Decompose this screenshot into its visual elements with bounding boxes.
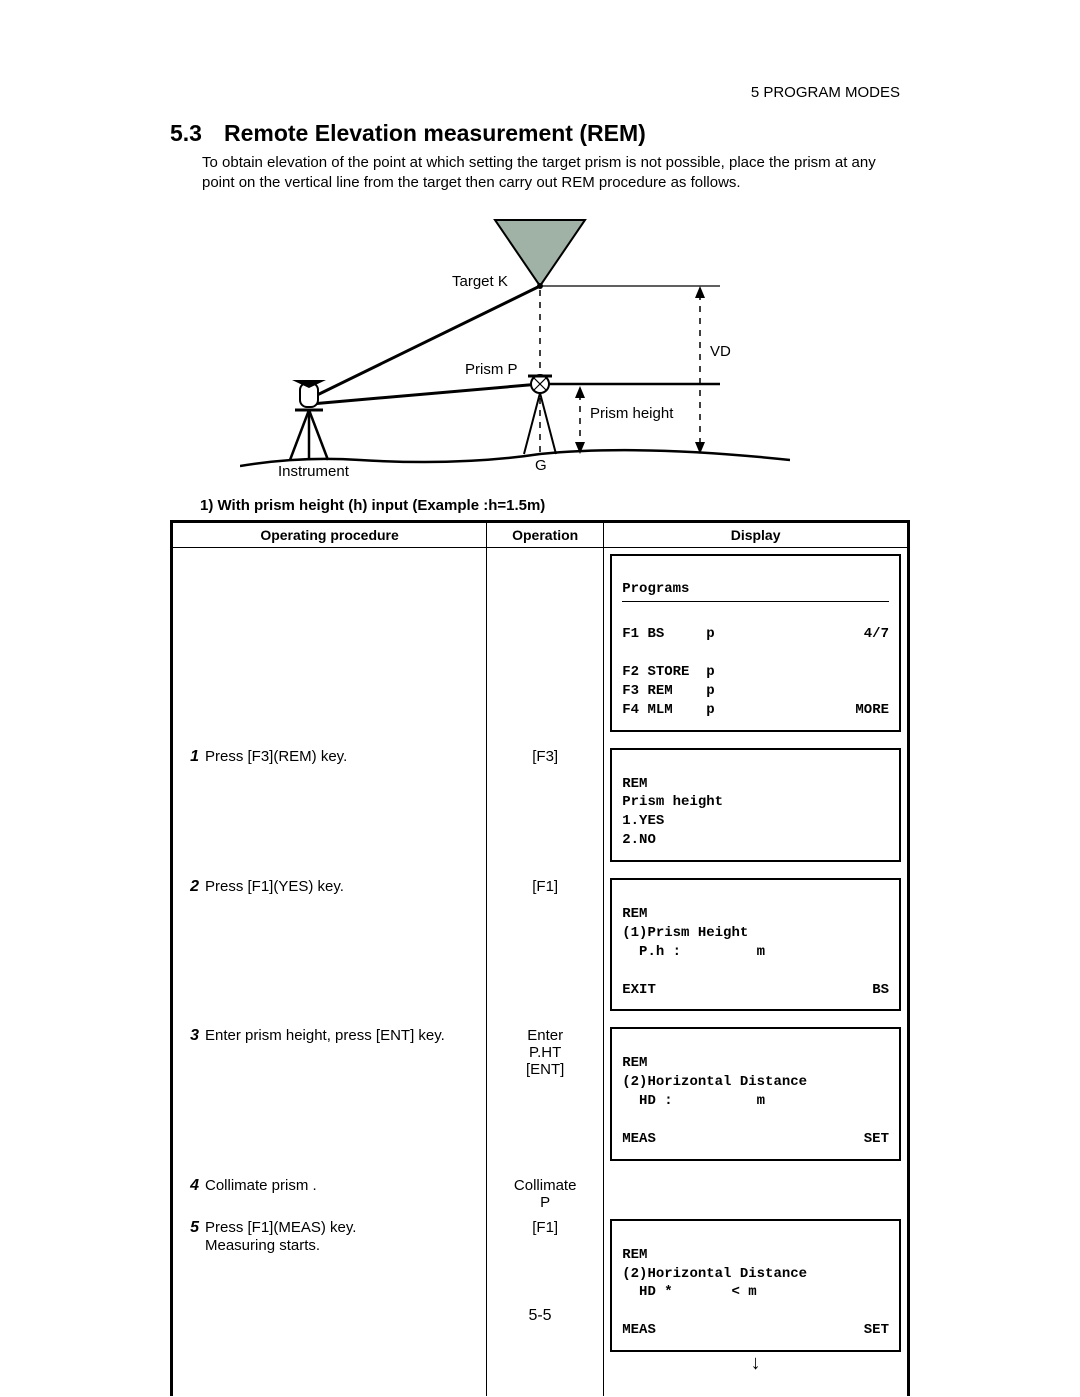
- step-text: Press [F1](MEAS) key.: [205, 1219, 356, 1236]
- screen-line: REM: [622, 1247, 647, 1263]
- rem-diagram: Target K Prism P Prism height VD G Instr…: [240, 208, 910, 493]
- step-number: 4: [179, 1177, 199, 1195]
- page-number: 5-5: [0, 1307, 1080, 1325]
- screen-line: (1)Prism Height: [622, 925, 748, 941]
- sight-line-bottom: [311, 384, 540, 404]
- col-operation: Operation: [487, 521, 604, 547]
- screen-line: 2.NO: [622, 832, 656, 848]
- subhead: 1) With prism height (h) input (Example …: [200, 497, 910, 514]
- screen-line: P.h : m: [622, 944, 765, 960]
- step-text: Measuring starts.: [205, 1237, 320, 1254]
- screen-line: Prism height: [622, 794, 723, 810]
- step-text: Enter prism height, press [ENT] key.: [205, 1027, 445, 1044]
- operation-text: [F3]: [493, 748, 597, 765]
- label-g: G: [535, 457, 547, 474]
- screen-more: MORE: [855, 701, 889, 720]
- screen-line: REM: [622, 906, 647, 922]
- screen-line: F3 REM p: [622, 683, 714, 699]
- screen-page: 4/7: [864, 625, 889, 644]
- display-screen: REM (1)Prism Height P.h : m EXIT BS: [610, 878, 901, 1011]
- screen-line: F1 BS p: [622, 625, 714, 644]
- target-triangle-icon: [495, 220, 585, 286]
- table-row: 2 Press [F1](YES) key. [F1] REM (1)Prism …: [172, 872, 909, 1021]
- screen-title: Programs: [622, 581, 689, 597]
- intro-text: To obtain elevation of the point at whic…: [202, 153, 910, 194]
- screen-line: (2)Horizontal Distance: [622, 1266, 807, 1282]
- screen-line: (2)Horizontal Distance: [622, 1074, 807, 1090]
- label-prism-p: Prism P: [465, 361, 518, 378]
- step-text: Press [F1](YES) key.: [205, 878, 344, 895]
- running-head: 5 PROGRAM MODES: [751, 84, 900, 101]
- screen-line: HD : m: [622, 1093, 765, 1109]
- table-row: 4 Collimate prism . Collimate P: [172, 1171, 909, 1213]
- label-prism-height: Prism height: [590, 405, 674, 422]
- screen-right: BS: [872, 981, 889, 1000]
- operation-text: Enter: [493, 1027, 597, 1044]
- label-vd: VD: [710, 343, 731, 360]
- display-screen: REM Prism height 1.YES 2.NO: [610, 748, 901, 862]
- step-text: Collimate prism .: [205, 1177, 317, 1194]
- operation-text: [ENT]: [493, 1061, 597, 1078]
- screen-line: HD * < m: [622, 1284, 756, 1300]
- display-screen: Programs F1 BS p4/7 F2 STORE p F3 REM p …: [610, 554, 901, 732]
- screen-right: SET: [864, 1130, 889, 1149]
- arrow-down-icon: ↓: [610, 1358, 901, 1368]
- col-display: Display: [604, 521, 909, 547]
- col-procedure: Operating procedure: [172, 521, 487, 547]
- table-row: 3 Enter prism height, press [ENT] key. En…: [172, 1021, 909, 1170]
- operation-text: Collimate: [493, 1177, 597, 1194]
- display-screen: REM (2)Horizontal Distance HD * < m MEAS…: [610, 1219, 901, 1352]
- procedure-table: Operating procedure Operation Display Pr…: [170, 520, 910, 1397]
- operation-text: P: [493, 1194, 597, 1211]
- screen-line: F2 STORE p: [622, 664, 714, 680]
- section-number: 5.3: [170, 120, 202, 147]
- sight-line-top: [311, 286, 540, 398]
- operation-text: [F1]: [493, 1219, 597, 1236]
- step-number: 2: [179, 878, 199, 896]
- screen-left: MEAS: [622, 1130, 656, 1149]
- screen-left: EXIT: [622, 981, 656, 1000]
- section-title: 5.3 Remote Elevation measurement (REM): [170, 120, 910, 147]
- table-row: 1 Press [F3](REM) key. [F3] REM Prism hei…: [172, 742, 909, 872]
- step-number: 5: [179, 1219, 199, 1237]
- operation-text: [F1]: [493, 878, 597, 895]
- step-number: 3: [179, 1027, 199, 1045]
- screen-line: REM: [622, 776, 647, 792]
- screen-line: F4 MLM p: [622, 701, 714, 720]
- rem-diagram-svg: Target K Prism P Prism height VD G Instr…: [240, 208, 790, 488]
- vd-arrow-up-icon: [695, 286, 705, 298]
- table-row: 5 Press [F1](MEAS) key. Measuring starts.…: [172, 1213, 909, 1370]
- step-number: 1: [179, 748, 199, 766]
- screen-line: 1.YES: [622, 813, 664, 829]
- label-instrument: Instrument: [278, 463, 350, 480]
- section-title-text: Remote Elevation measurement (REM): [224, 120, 646, 146]
- display-screen: REM (2)Horizontal Distance HD : m MEAS SE…: [610, 1027, 901, 1160]
- label-target-k: Target K: [452, 273, 508, 290]
- screen-line: REM: [622, 1055, 647, 1071]
- operation-text: P.HT: [493, 1044, 597, 1061]
- step-text: Press [F3](REM) key.: [205, 748, 347, 765]
- ph-arrow-up-icon: [575, 386, 585, 398]
- page: 5 PROGRAM MODES 5.3 Remote Elevation meas…: [0, 0, 1080, 1397]
